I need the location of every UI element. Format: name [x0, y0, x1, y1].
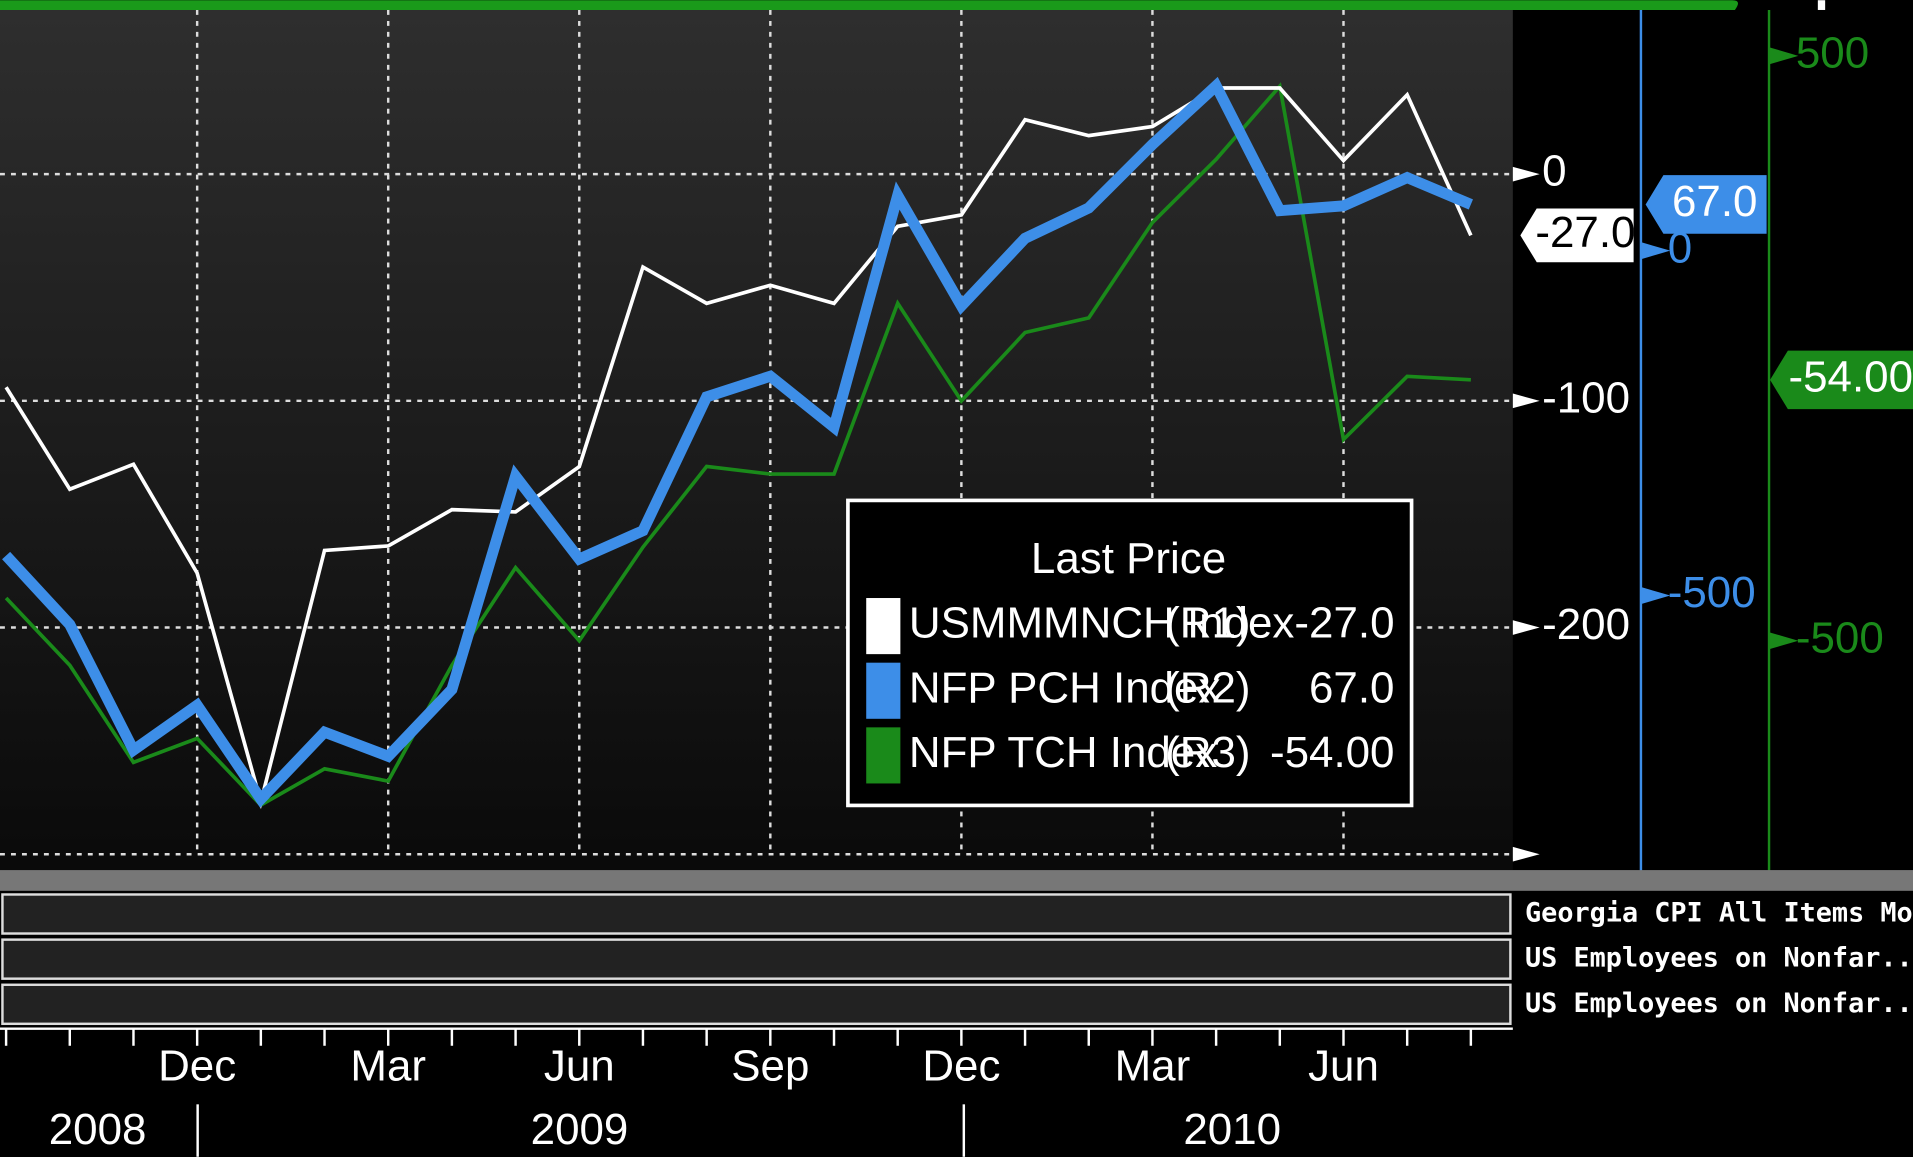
- legend-value: 67.0: [1309, 663, 1394, 712]
- series-line: [4, 82, 1471, 808]
- y-tick: [1640, 242, 1671, 260]
- y-tick-label: -200: [1542, 600, 1630, 649]
- x-tick-label: Mar: [1115, 1042, 1191, 1091]
- legend-title: Last Price: [1031, 534, 1226, 583]
- separator: [0, 870, 1913, 891]
- legend: [846, 498, 1414, 808]
- year-label: 2008: [49, 1105, 147, 1154]
- y-tick: [1769, 47, 1799, 65]
- y-tick: [1512, 620, 1540, 635]
- top-marker: [1817, 0, 1826, 10]
- panel-label: US Employees on Nonfar...: [1525, 943, 1913, 974]
- x-tick-label: Sep: [731, 1042, 809, 1091]
- legend-label: USMMMNCH Index: [909, 599, 1294, 648]
- legend-axis: (R3): [1165, 728, 1250, 777]
- x-tick-label: Dec: [158, 1042, 236, 1091]
- x-tick-label: Mar: [350, 1042, 426, 1091]
- y-tick-label: 0: [1542, 147, 1566, 196]
- legend-swatch: [866, 662, 901, 719]
- last-value-label: -54.00: [1789, 352, 1913, 401]
- panel: [1, 983, 1512, 1026]
- y-tick-label: 500: [1796, 28, 1869, 77]
- y-tick: [1512, 166, 1540, 182]
- year-label: 2009: [531, 1105, 629, 1154]
- y-tick-label: -100: [1542, 373, 1630, 422]
- year-label: 2010: [1183, 1105, 1281, 1154]
- series-line: [4, 86, 1473, 810]
- x-tick-label: Jun: [544, 1042, 615, 1091]
- x-tick-label: Dec: [922, 1042, 1000, 1091]
- panel: [1, 938, 1512, 980]
- last-value-label: -27.0: [1535, 208, 1635, 257]
- legend-swatch: [866, 727, 901, 784]
- legend-swatch: [866, 598, 901, 655]
- legend-axis: (R1): [1165, 599, 1250, 648]
- top-bar: [0, 0, 1739, 10]
- y-tick-label: -500: [1796, 613, 1884, 662]
- series-line: [2, 76, 1473, 808]
- last-value-tag: [1645, 175, 1767, 234]
- last-value-tag: [1517, 206, 1637, 265]
- y-tick: [1640, 587, 1671, 605]
- y-tick: [1512, 393, 1540, 409]
- panel-label: US Employees on Nonfar...: [1525, 988, 1913, 1019]
- legend-value: -27.0: [1294, 599, 1394, 648]
- legend-axis: (R2): [1165, 663, 1250, 712]
- axis-arrow: [1512, 846, 1540, 862]
- legend-value: -54.00: [1270, 728, 1394, 777]
- last-value-label: 67.0: [1672, 177, 1757, 226]
- y-tick-label: -500: [1668, 568, 1756, 617]
- y-tick: [1769, 632, 1799, 650]
- legend-label: NFP TCH Index: [909, 728, 1217, 777]
- x-tick-label: Jun: [1308, 1042, 1379, 1091]
- panel: [1, 893, 1512, 935]
- panel-label: Georgia CPI All Items MoM: [1525, 898, 1913, 929]
- last-value-tag: [1770, 350, 1913, 410]
- legend-label: NFP PCH Index: [909, 663, 1221, 712]
